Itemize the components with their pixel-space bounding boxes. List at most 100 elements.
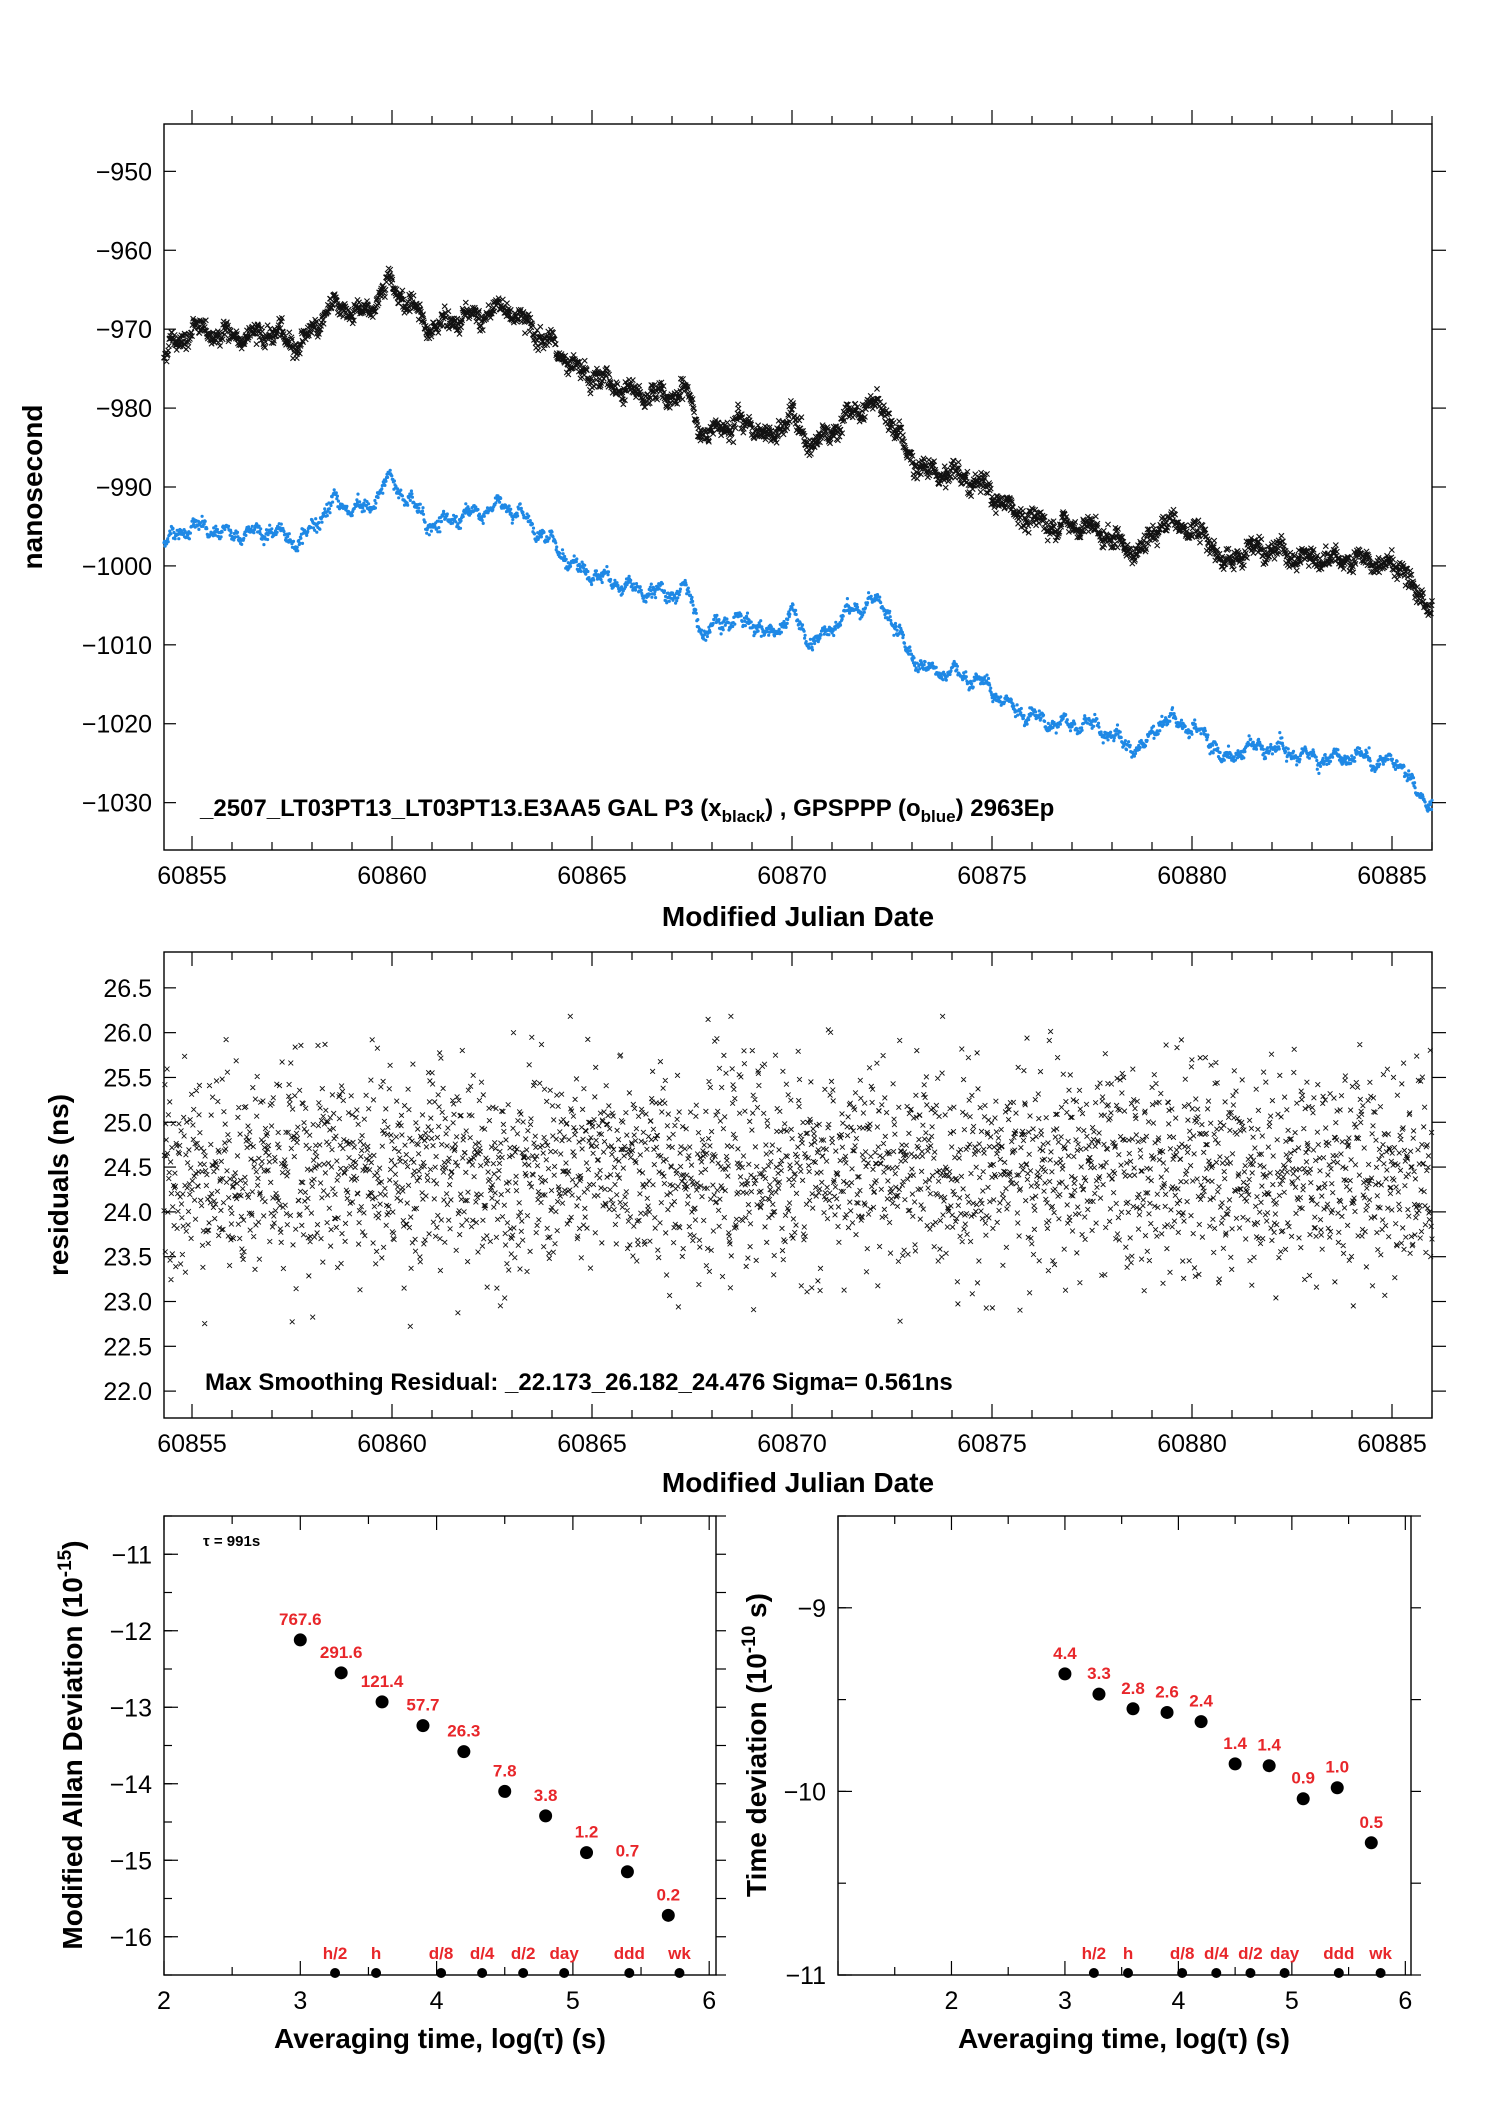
deviation-point (293, 1633, 307, 1647)
deviation-point (1058, 1667, 1072, 1681)
deviation-value-label: 0.5 (1359, 1813, 1383, 1832)
x-tick-label: 4 (430, 1987, 444, 2015)
tdev-points: 4.4 3.3 2.8 2.6 2.4 1.4 1.4 0.9 1.0 0.5 h/2 h d/8 d/4… (1053, 1644, 1392, 1978)
deviation-point (375, 1695, 389, 1709)
mdev-y-title: Modified Allan Deviation (10-15) (55, 1540, 88, 1949)
interval-marker (1123, 1968, 1134, 1978)
deviation-point (1194, 1715, 1208, 1729)
x-tick-label: 60880 (1157, 1430, 1227, 1458)
black-series-marks (161, 265, 1435, 619)
interval-marker-label: h/2 (1082, 1944, 1107, 1963)
interval-marker-label: day (1270, 1944, 1300, 1963)
deviation-value-label: 26.3 (447, 1722, 480, 1741)
tdev-x-title: Averaging time, log(τ) (s) (958, 2023, 1290, 2054)
time-series-annotation: _2507_LT03PT13_LT03PT13.E3AA5 GAL P3 (xb… (199, 795, 1054, 826)
tdev-panel: 2 3 4 5 6 −9 −10 −11 4.4 3.3 2.8 2.6 2.4 1.4 1.4 0.9 1.… (739, 1515, 1421, 2054)
interval-marker-label: d/8 (1170, 1944, 1195, 1963)
x-tick-label: 2 (157, 1987, 171, 2015)
y-tick-label: 22.0 (103, 1378, 152, 1406)
deviation-point (661, 1908, 675, 1922)
y-tick-label: −11 (785, 1962, 826, 1990)
interval-marker (371, 1968, 382, 1978)
deviation-point (539, 1809, 553, 1823)
deviation-value-label: 57.7 (406, 1696, 439, 1715)
x-tick-label: 60885 (1357, 1430, 1427, 1458)
deviation-point (1092, 1687, 1106, 1701)
deviation-value-label: 1.0 (1325, 1758, 1349, 1777)
interval-marker-label: d/4 (470, 1944, 495, 1963)
deviation-value-label: 291.6 (320, 1643, 363, 1662)
interval-marker (624, 1968, 635, 1978)
deviation-value-label: 2.6 (1155, 1682, 1179, 1701)
x-tick-label: 60875 (957, 1430, 1027, 1458)
y-tick-label: −15 (110, 1847, 152, 1875)
x-tick-label: 60855 (157, 1430, 227, 1458)
deviation-value-label: 1.4 (1223, 1734, 1247, 1753)
interval-marker (1177, 1968, 1188, 1978)
y-tick-label: −980 (96, 395, 152, 423)
interval-marker-label: d/4 (1204, 1944, 1229, 1963)
deviation-point (580, 1846, 594, 1860)
mdev-points: 767.6 291.6 121.457.7 26.3 7.8 3.8 1.2 0.7 0.2 h/… (279, 1610, 691, 1978)
y-tick-label: −960 (96, 237, 152, 265)
residual-points (161, 1013, 1435, 1330)
mdev-ticks: 2 3 4 5 6 −11 −12 −13 −14 −15 −16 (110, 1515, 726, 2015)
interval-marker-label: wk (667, 1944, 691, 1963)
time-series-y-title: nanosecond (17, 405, 48, 570)
y-tick-label: −13 (110, 1694, 152, 1722)
deviation-value-label: 4.4 (1053, 1644, 1077, 1663)
x-tick-label: 3 (1058, 1987, 1072, 2015)
interval-marker-label: ddd (1323, 1944, 1354, 1963)
y-tick-label: −1020 (82, 711, 152, 739)
x-tick-label: 60880 (1157, 862, 1227, 890)
y-tick-label: 26.5 (103, 975, 152, 1003)
interval-marker (1088, 1968, 1099, 1978)
interval-marker (1211, 1968, 1222, 1978)
residuals-x-title: Modified Julian Date (662, 1467, 934, 1498)
y-tick-label: −1000 (82, 553, 152, 581)
deviation-point (1126, 1702, 1140, 1716)
deviation-point (498, 1784, 512, 1798)
deviation-value-label: 1.4 (1257, 1736, 1281, 1755)
residuals-y-title: residuals (ns) (43, 1094, 74, 1276)
interval-marker (518, 1968, 529, 1978)
y-tick-label: −970 (96, 316, 152, 344)
x-tick-label: 6 (1398, 1987, 1412, 2015)
x-tick-label: 60865 (557, 1430, 627, 1458)
interval-marker (1245, 1968, 1256, 1978)
interval-marker-label: d/2 (1238, 1944, 1263, 1963)
x-tick-label: 60855 (157, 862, 227, 890)
x-tick-label: 60860 (357, 1430, 427, 1458)
blue-series (162, 468, 1434, 813)
deviation-value-label: 1.2 (575, 1823, 599, 1842)
deviation-point (1330, 1781, 1344, 1795)
interval-marker (1279, 1968, 1290, 1978)
interval-marker-label: day (550, 1944, 580, 1963)
time-series-panel: 60855 60860 60865 60870 60875 60880 60885 −950 −… (17, 110, 1446, 932)
interval-marker-label: d/2 (511, 1944, 536, 1963)
x-tick-label: 2 (945, 1987, 959, 2015)
interval-marker-label: wk (1368, 1944, 1392, 1963)
time-series-x-title: Modified Julian Date (662, 901, 934, 932)
interval-marker (436, 1968, 447, 1978)
x-tick-label: 3 (293, 1987, 307, 2015)
blue-series-marks (162, 468, 1434, 813)
y-tick-label: 25.0 (103, 1109, 152, 1137)
x-tick-label: 6 (702, 1987, 716, 2015)
x-tick-label: 5 (566, 1987, 580, 2015)
interval-marker (477, 1968, 488, 1978)
deviation-point (416, 1719, 430, 1733)
x-tick-label: 5 (1285, 1987, 1299, 2015)
y-tick-label: −950 (96, 158, 152, 186)
y-tick-label: −11 (111, 1541, 152, 1569)
deviation-point (457, 1745, 471, 1759)
deviation-value-label: 0.7 (616, 1842, 640, 1861)
deviation-point (1296, 1792, 1310, 1806)
interval-marker-label: h/2 (323, 1944, 348, 1963)
interval-marker (674, 1968, 685, 1978)
deviation-value-label: 3.3 (1087, 1664, 1111, 1683)
deviation-value-label: 2.4 (1189, 1692, 1213, 1711)
deviation-value-label: 121.4 (361, 1672, 404, 1691)
interval-marker-label: h (371, 1944, 381, 1963)
